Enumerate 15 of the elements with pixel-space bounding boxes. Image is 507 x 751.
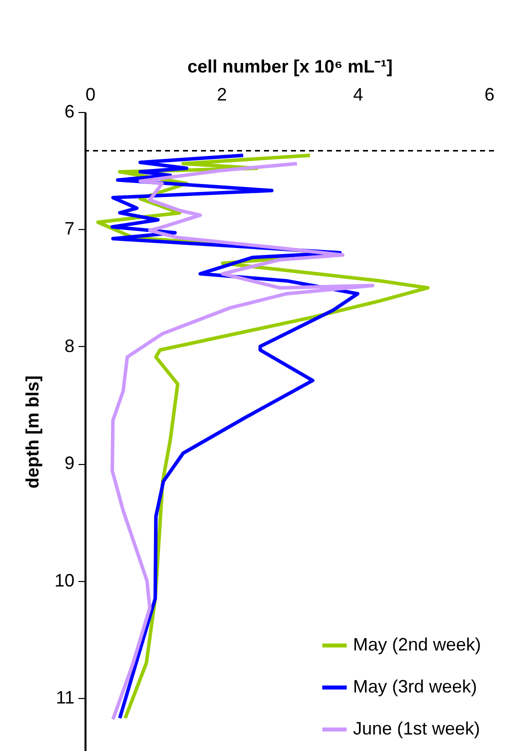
- x-tick-label: 4: [353, 84, 364, 104]
- y-tick-label: 10: [54, 570, 74, 590]
- x-tick-label: 0: [86, 84, 96, 104]
- legend-label: May (2nd week): [353, 634, 482, 654]
- x-axis-title: cell number [x 10⁶ mL⁻¹]: [187, 56, 393, 76]
- y-tick-label: 6: [64, 102, 74, 122]
- x-tick-label: 2: [216, 84, 227, 104]
- y-tick-label: 9: [64, 453, 74, 474]
- legend-label: May (3rd week): [353, 676, 478, 696]
- y-tick-label: 11: [56, 688, 74, 708]
- y-tick-label: 7: [64, 218, 74, 239]
- y-axis-title: depth [m bls]: [22, 376, 42, 488]
- x-tick-label: 6: [484, 84, 494, 104]
- y-tick-label: 8: [64, 336, 74, 356]
- legend-label: June (1st week): [353, 718, 480, 738]
